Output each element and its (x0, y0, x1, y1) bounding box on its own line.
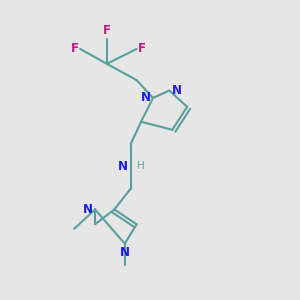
Text: N: N (82, 203, 93, 216)
Text: F: F (138, 42, 146, 56)
Text: N: N (120, 246, 130, 259)
Text: N: N (141, 92, 151, 104)
Text: N: N (118, 160, 128, 173)
Text: N: N (172, 84, 182, 97)
Text: F: F (103, 24, 111, 37)
Text: H: H (137, 161, 145, 171)
Text: F: F (71, 42, 79, 56)
